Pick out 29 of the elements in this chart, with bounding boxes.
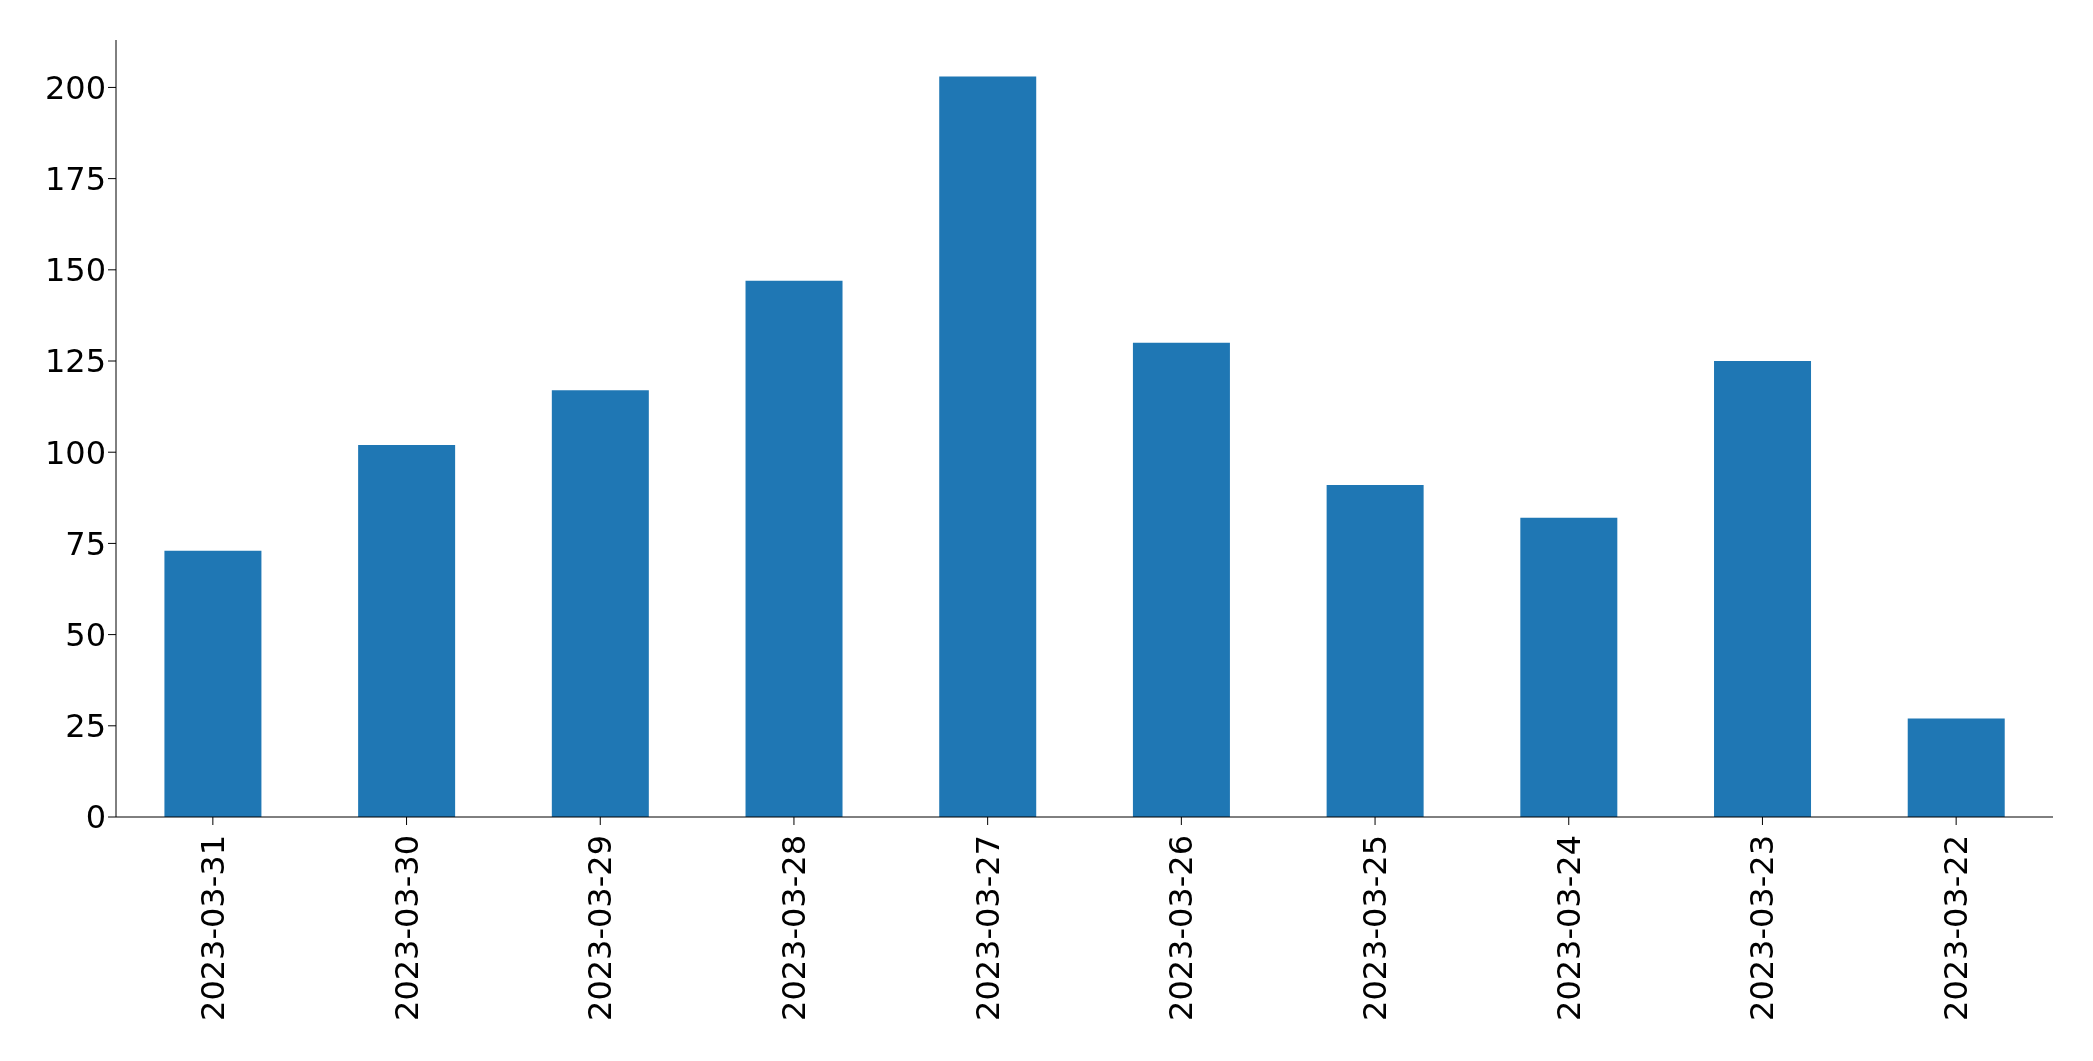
x-tick-label: 2023-03-25 <box>1356 835 1395 1021</box>
bar <box>1907 718 2005 817</box>
bar <box>551 390 649 817</box>
bar <box>1714 361 1812 817</box>
y-tick-label: 200 <box>44 68 106 107</box>
y-tick-label: 125 <box>44 342 106 381</box>
x-tick-label: 2023-03-22 <box>1937 835 1976 1021</box>
y-tick-label: 150 <box>44 251 106 290</box>
bar <box>1132 342 1230 817</box>
y-tick-label: 50 <box>65 615 106 654</box>
y-tick-label: 0 <box>85 798 106 837</box>
y-tick-label: 100 <box>44 433 106 472</box>
bar <box>164 550 262 817</box>
x-tick-label: 2023-03-30 <box>387 835 426 1021</box>
bar <box>939 76 1037 817</box>
y-tick-label: 175 <box>44 159 106 198</box>
y-tick-label: 75 <box>65 524 106 563</box>
x-tick-label: 2023-03-23 <box>1743 835 1782 1021</box>
bar <box>745 280 843 817</box>
x-tick-label: 2023-03-26 <box>1162 835 1201 1021</box>
x-tick-label: 2023-03-27 <box>968 835 1007 1021</box>
bar <box>1326 485 1424 817</box>
y-tick-label: 25 <box>65 707 106 746</box>
x-tick-label: 2023-03-31 <box>193 835 232 1021</box>
bar <box>1520 517 1618 817</box>
x-tick-label: 2023-03-24 <box>1549 835 1588 1021</box>
x-tick-label: 2023-03-28 <box>774 835 813 1021</box>
bar <box>358 444 456 817</box>
x-tick-label: 2023-03-29 <box>581 835 620 1021</box>
